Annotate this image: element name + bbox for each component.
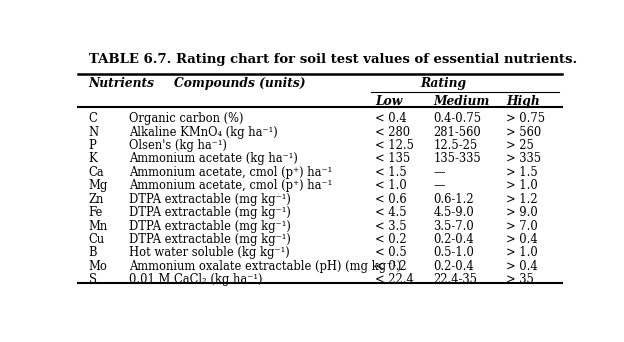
Text: Ammonium oxalate extractable (pH) (mg kg⁻¹): Ammonium oxalate extractable (pH) (mg kg… xyxy=(129,260,401,273)
Text: > 0.4: > 0.4 xyxy=(506,260,538,273)
Text: > 1.2: > 1.2 xyxy=(506,193,538,206)
Text: Low: Low xyxy=(376,95,402,108)
Text: > 25: > 25 xyxy=(506,139,534,152)
Text: < 0.6: < 0.6 xyxy=(376,193,407,206)
Text: > 1.5: > 1.5 xyxy=(506,166,538,179)
Text: < 12.5: < 12.5 xyxy=(376,139,414,152)
Text: > 335: > 335 xyxy=(506,153,541,166)
Text: K: K xyxy=(89,153,97,166)
Text: DTPA extractable (mg kg⁻¹): DTPA extractable (mg kg⁻¹) xyxy=(129,220,291,233)
Text: < 0.4: < 0.4 xyxy=(376,112,407,125)
Text: Ammonium acetate, cmol (p⁺) ha⁻¹: Ammonium acetate, cmol (p⁺) ha⁻¹ xyxy=(129,179,332,192)
Text: Mg: Mg xyxy=(89,179,108,192)
Text: Mn: Mn xyxy=(89,220,108,233)
Text: 4.5-9.0: 4.5-9.0 xyxy=(434,206,474,219)
Text: Rating: Rating xyxy=(420,77,466,90)
Text: < 0.5: < 0.5 xyxy=(376,247,407,260)
Text: Nutrients: Nutrients xyxy=(89,77,155,90)
Text: > 1.0: > 1.0 xyxy=(506,247,538,260)
Text: N: N xyxy=(89,126,99,139)
Text: > 35: > 35 xyxy=(506,273,534,286)
Text: 0.5-1.0: 0.5-1.0 xyxy=(434,247,474,260)
Text: < 135: < 135 xyxy=(376,153,411,166)
Text: < 1.5: < 1.5 xyxy=(376,166,407,179)
Text: 0.2-0.4: 0.2-0.4 xyxy=(434,260,474,273)
Text: Hot water soluble (kg kg⁻¹): Hot water soluble (kg kg⁻¹) xyxy=(129,247,290,260)
Text: < 0.2: < 0.2 xyxy=(376,260,407,273)
Text: —: — xyxy=(434,166,445,179)
Text: 0.2-0.4: 0.2-0.4 xyxy=(434,233,474,246)
Text: DTPA extractable (mg kg⁻¹): DTPA extractable (mg kg⁻¹) xyxy=(129,193,291,206)
Text: Olsen's (kg ha⁻¹): Olsen's (kg ha⁻¹) xyxy=(129,139,227,152)
Text: < 4.5: < 4.5 xyxy=(376,206,407,219)
Text: < 22.4: < 22.4 xyxy=(376,273,414,286)
Text: > 560: > 560 xyxy=(506,126,541,139)
Text: < 280: < 280 xyxy=(376,126,411,139)
Text: C: C xyxy=(89,112,97,125)
Text: Ca: Ca xyxy=(89,166,104,179)
Text: 12.5-25: 12.5-25 xyxy=(434,139,478,152)
Text: Cu: Cu xyxy=(89,233,105,246)
Text: 22.4-35: 22.4-35 xyxy=(434,273,477,286)
Text: 281-560: 281-560 xyxy=(434,126,481,139)
Text: < 1.0: < 1.0 xyxy=(376,179,407,192)
Text: P: P xyxy=(89,139,96,152)
Text: > 9.0: > 9.0 xyxy=(506,206,538,219)
Text: 0.4-0.75: 0.4-0.75 xyxy=(434,112,482,125)
Text: < 0.2: < 0.2 xyxy=(376,233,407,246)
Text: TABLE 6.7. Rating chart for soil test values of essential nutrients.: TABLE 6.7. Rating chart for soil test va… xyxy=(89,53,577,66)
Text: DTPA extractable (mg kg⁻¹): DTPA extractable (mg kg⁻¹) xyxy=(129,206,291,219)
Text: DTPA extractable (mg kg⁻¹): DTPA extractable (mg kg⁻¹) xyxy=(129,233,291,246)
Text: 135-335: 135-335 xyxy=(434,153,481,166)
Text: Mo: Mo xyxy=(89,260,107,273)
Text: Organic carbon (%): Organic carbon (%) xyxy=(129,112,243,125)
Text: Alkaline KMnO₄ (kg ha⁻¹): Alkaline KMnO₄ (kg ha⁻¹) xyxy=(129,126,278,139)
Text: 3.5-7.0: 3.5-7.0 xyxy=(434,220,474,233)
Text: > 0.75: > 0.75 xyxy=(506,112,545,125)
Text: < 3.5: < 3.5 xyxy=(376,220,407,233)
Text: Compounds (units): Compounds (units) xyxy=(174,77,306,90)
Text: > 0.4: > 0.4 xyxy=(506,233,538,246)
Text: B: B xyxy=(89,247,97,260)
Text: S: S xyxy=(89,273,97,286)
Text: Ammonium acetate (kg ha⁻¹): Ammonium acetate (kg ha⁻¹) xyxy=(129,153,298,166)
Text: High: High xyxy=(506,95,540,108)
Text: —: — xyxy=(434,179,445,192)
Text: Fe: Fe xyxy=(89,206,103,219)
Text: 0.01 M CaCl₂ (kg ha⁻¹): 0.01 M CaCl₂ (kg ha⁻¹) xyxy=(129,273,262,286)
Text: Ammonium acetate, cmol (p⁺) ha⁻¹: Ammonium acetate, cmol (p⁺) ha⁻¹ xyxy=(129,166,332,179)
Text: 0.6-1.2: 0.6-1.2 xyxy=(434,193,474,206)
Text: > 7.0: > 7.0 xyxy=(506,220,538,233)
Text: Medium: Medium xyxy=(434,95,490,108)
Text: Zn: Zn xyxy=(89,193,104,206)
Text: > 1.0: > 1.0 xyxy=(506,179,538,192)
